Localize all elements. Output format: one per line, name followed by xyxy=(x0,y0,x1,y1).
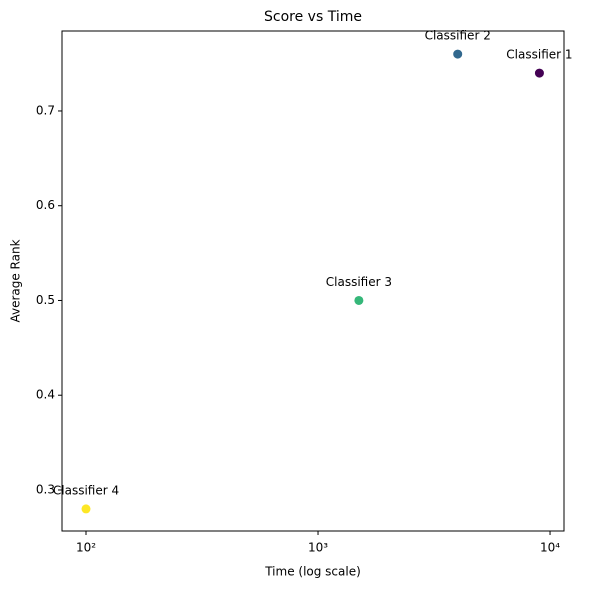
point xyxy=(534,68,544,78)
x-tick-label: 10³ xyxy=(308,541,328,555)
x-tick-label: 10² xyxy=(76,541,96,555)
y-tick-label: 0.6 xyxy=(36,198,55,212)
y-tick-label: 0.7 xyxy=(36,103,55,117)
chart-title: Score vs Time xyxy=(264,9,362,25)
point-label: Classifier 4 xyxy=(53,483,119,497)
plot-frame xyxy=(61,30,565,532)
point-label: Classifier 1 xyxy=(506,48,572,62)
point-label: Classifier 2 xyxy=(425,29,491,43)
point-label: Classifier 3 xyxy=(326,275,392,289)
y-tick-label: 0.3 xyxy=(36,482,55,496)
point xyxy=(81,504,91,514)
x-axis-label: Time (log scale) xyxy=(264,565,361,579)
point xyxy=(354,295,364,305)
x-tick-label: 10⁴ xyxy=(540,541,560,555)
y-tick-label: 0.4 xyxy=(36,388,55,402)
y-axis-label: Average Rank xyxy=(9,239,23,322)
y-tick-label: 0.5 xyxy=(36,293,55,307)
point xyxy=(453,49,463,59)
